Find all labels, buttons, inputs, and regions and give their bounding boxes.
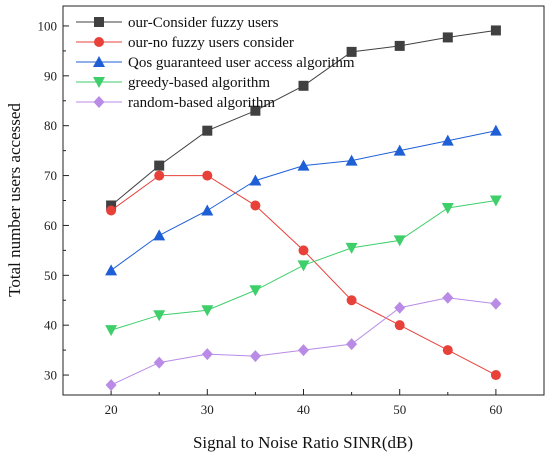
y-tick-label: 40 — [44, 318, 57, 333]
data-point — [489, 124, 502, 136]
series-layer — [105, 25, 502, 392]
legend-label: greedy-based algorithm — [128, 75, 270, 91]
data-point — [105, 325, 118, 337]
x-axis: 20 30 40 50 60 — [62, 389, 545, 417]
data-point — [298, 344, 309, 357]
data-point — [105, 264, 118, 276]
x-tick-label: 20 — [105, 402, 118, 417]
data-point — [154, 170, 165, 181]
y-axis: 30 40 50 60 70 80 90 100 — [38, 18, 69, 383]
data-point — [153, 229, 166, 241]
legend-label: random-based algorithm — [128, 95, 275, 111]
data-point — [442, 291, 454, 304]
legend-label: Qos guaranteed user access algorithm — [128, 55, 355, 71]
legend-marker — [93, 77, 105, 88]
data-point — [441, 202, 454, 214]
legend-item-2: our-no fuzzy users consider — [76, 35, 294, 51]
data-point — [154, 160, 165, 171]
data-point — [297, 260, 310, 272]
data-point — [201, 305, 214, 317]
data-point — [297, 159, 310, 171]
data-point — [298, 80, 309, 91]
y-tick-label: 30 — [44, 368, 57, 383]
data-point — [202, 125, 213, 136]
data-point — [298, 245, 309, 256]
plot-area — [62, 5, 545, 396]
x-tick-label: 60 — [489, 402, 502, 417]
data-point — [346, 46, 357, 57]
data-point — [490, 297, 502, 310]
data-point — [442, 32, 453, 43]
y-axis-label: Total number users accessed — [5, 103, 24, 297]
series-2 — [106, 170, 501, 381]
y-tick-label: 50 — [44, 268, 57, 283]
y-tick-label: 80 — [44, 118, 57, 133]
legend-item-1: our-Consider fuzzy users — [76, 15, 279, 31]
data-point — [153, 356, 165, 369]
series-4 — [105, 195, 502, 337]
y-tick-label: 90 — [44, 68, 57, 83]
data-point — [201, 204, 214, 216]
data-point — [153, 310, 166, 322]
data-point — [249, 350, 261, 363]
data-point — [249, 285, 262, 297]
x-tick-label: 50 — [393, 402, 406, 417]
x-tick-label: 40 — [297, 402, 310, 417]
data-point — [346, 295, 357, 306]
legend-marker — [94, 37, 104, 47]
legend-item-4: greedy-based algorithm — [76, 75, 270, 91]
legend-marker — [93, 96, 105, 108]
legend-item-3: Qos guaranteed user access algorithm — [76, 55, 355, 71]
legend-label: our-Consider fuzzy users — [128, 15, 279, 31]
data-point — [201, 348, 213, 361]
data-point — [442, 345, 453, 356]
y-tick-label: 100 — [38, 18, 58, 33]
data-point — [441, 134, 454, 146]
x-tick-label: 30 — [201, 402, 214, 417]
data-point — [345, 154, 358, 166]
data-point — [489, 195, 502, 207]
data-point — [394, 40, 405, 51]
data-point — [202, 170, 213, 181]
data-point — [346, 338, 358, 351]
data-point — [250, 200, 261, 211]
data-point — [250, 105, 261, 116]
legend-marker — [94, 17, 104, 27]
x-axis-label: Signal to Noise Ratio SINR(dB) — [193, 433, 413, 452]
data-point — [490, 25, 501, 36]
data-point — [106, 205, 117, 216]
data-point — [249, 174, 262, 186]
series-3 — [105, 124, 502, 276]
legend: our-Consider fuzzy users our-no fuzzy use… — [76, 15, 355, 111]
data-point — [490, 370, 501, 381]
data-point — [394, 301, 406, 314]
data-point — [393, 235, 406, 247]
data-point — [105, 379, 117, 392]
data-point — [394, 320, 405, 331]
legend-item-5: random-based algorithm — [76, 95, 275, 111]
data-point — [345, 242, 358, 254]
y-tick-label: 70 — [44, 168, 57, 183]
data-point — [393, 144, 406, 156]
legend-label: our-no fuzzy users consider — [128, 35, 294, 51]
series-1 — [106, 25, 501, 211]
y-tick-label: 60 — [44, 218, 57, 233]
series-5 — [105, 291, 502, 392]
legend-marker — [93, 56, 105, 67]
